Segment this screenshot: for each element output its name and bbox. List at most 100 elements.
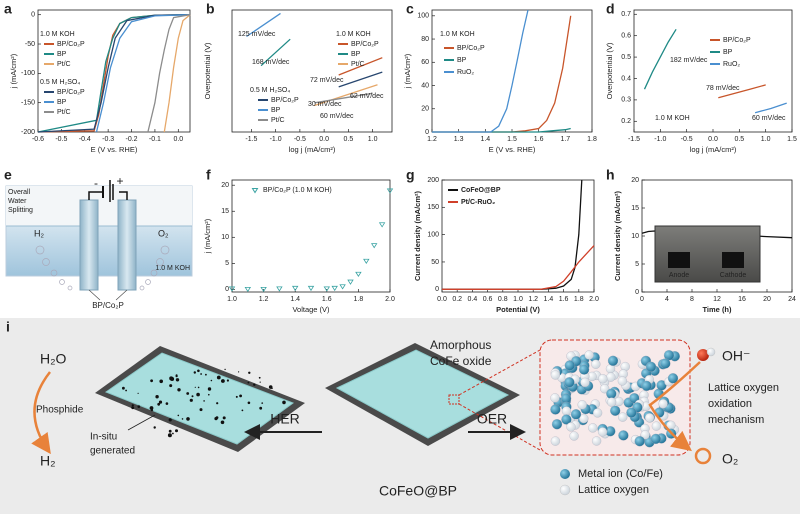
oxygen-atom [584, 350, 594, 360]
plus-sign: + [116, 174, 123, 188]
phosphide-dot [199, 408, 203, 412]
x-tick-label: 0.4 [468, 296, 478, 303]
panel-i: i HER OER CoFeO@BP Amorphous CoFe oxide … [0, 318, 800, 514]
legend-label: Pt/C [271, 117, 285, 124]
data-point [339, 284, 346, 290]
y-axis-label: Current density (mA/cm²) [613, 190, 622, 281]
minus-sign: - [94, 176, 98, 190]
gas-label: O₂ [158, 228, 169, 238]
panel-label: f [206, 167, 211, 183]
phosphide-dot [248, 371, 251, 374]
x-tick-label: 16 [738, 296, 746, 303]
annotation: 0.5 M H₂SO₄ [250, 87, 290, 94]
data-point [331, 285, 338, 292]
phosphide-dot [169, 384, 173, 388]
data-point [244, 286, 252, 293]
legend-label: BP/Co₂P [351, 41, 379, 48]
legend-label: RuO₂ [457, 69, 474, 76]
insitu-label: In-situ [90, 432, 117, 443]
annotation: 168 mV/dec [252, 59, 290, 66]
phosphide-dot [214, 417, 218, 421]
legend-label: CoFeO@BP [461, 187, 501, 194]
x-tick-label: 0.0 [173, 136, 183, 143]
legend-label: Lattice oxygen [578, 484, 649, 496]
phosphide-dot [149, 406, 154, 410]
phosphide-dot [168, 429, 172, 433]
electrolyte-label: 1.0 M KOH [155, 265, 190, 272]
legend-label: BP [57, 99, 67, 106]
data-point [386, 188, 394, 194]
phosphide-dot [122, 386, 125, 390]
metal-atom [645, 361, 657, 372]
legend-oxygen [559, 484, 571, 496]
hydrogen-ball [706, 347, 716, 357]
x-tick-label: -1.0 [654, 136, 666, 143]
phosphide-dot [222, 416, 226, 420]
phosphide-dot [239, 394, 243, 398]
annotation: 1.0 M KOH [40, 31, 75, 38]
legend-label: Pt/C [351, 61, 365, 68]
data-point [363, 258, 370, 264]
legend-marker [251, 188, 259, 194]
metal-atom [564, 360, 575, 371]
h2-label: H₂ [40, 453, 56, 469]
metal-atom [578, 364, 590, 375]
oxygen-atom [550, 393, 560, 403]
x-tick-label: 0.5 [734, 136, 744, 143]
o2-label: O₂ [722, 451, 738, 467]
x-tick-label: 8 [690, 296, 694, 303]
phosphide-dot [197, 386, 200, 389]
x-tick-label: 1.2 [427, 136, 437, 143]
y-tick-label: 80 [421, 36, 429, 43]
data-point [370, 243, 378, 249]
y-axis-label: j (mA/cm²) [9, 53, 18, 89]
phosphide-dot [258, 376, 261, 379]
x-tick-label: 1.8 [587, 136, 597, 143]
caption-line: Water [8, 198, 27, 205]
phosphide-dot [181, 418, 184, 420]
phosphide-dot [165, 402, 169, 405]
series-line [643, 28, 677, 90]
x-tick-label: -0.2 [126, 136, 138, 143]
phosphide-dot [226, 379, 229, 382]
caption-line: Splitting [8, 207, 33, 214]
y-axis-label: Overpotential (V) [203, 42, 212, 99]
pointer [127, 414, 156, 431]
x-axis-label: log j (mA/cm²) [289, 145, 336, 154]
pointer [88, 289, 101, 301]
h2o-label: H₂O [40, 351, 67, 367]
oxygen-atom [617, 376, 628, 386]
y-tick-label: 15 [631, 205, 639, 212]
mechanism-label: oxidation [708, 398, 752, 410]
x-tick-label: 1.4 [290, 296, 300, 303]
data-point [323, 286, 331, 292]
annotation: 0.5 M H₂SO₄ [40, 79, 80, 86]
x-tick-label: 0.0 [319, 136, 329, 143]
oxygen-atom [579, 413, 589, 424]
metal-atom [607, 355, 619, 366]
panel-label: b [206, 1, 215, 17]
series-line [260, 38, 291, 67]
x-tick-label: 20 [763, 296, 771, 303]
x-tick-label: 1.2 [259, 296, 269, 303]
annotation: 30 mV/dec [308, 101, 342, 108]
y-tick-label: -150 [21, 100, 35, 107]
x-tick-label: 1.7 [560, 136, 570, 143]
plot-frame [633, 9, 793, 133]
oxygen-atom [591, 359, 601, 369]
y-tick-label: 0.7 [621, 11, 631, 18]
y-tick-label: 10 [631, 233, 639, 240]
x-tick-label: 24 [788, 296, 796, 303]
phosphide-dot [167, 433, 172, 438]
x-tick-label: -1.5 [245, 136, 257, 143]
y-tick-label: 0 [435, 286, 439, 293]
y-tick-label: 0.5 [621, 54, 631, 61]
data-point [355, 271, 362, 278]
series-line [163, 14, 191, 133]
annotation: 62 mV/dec [350, 93, 384, 100]
oxygen-atom [592, 408, 603, 418]
o2-ring [694, 447, 712, 465]
oxygen-atom [588, 423, 598, 433]
annotation: 1.0 M KOH [336, 31, 371, 38]
panel-label: h [606, 167, 615, 183]
